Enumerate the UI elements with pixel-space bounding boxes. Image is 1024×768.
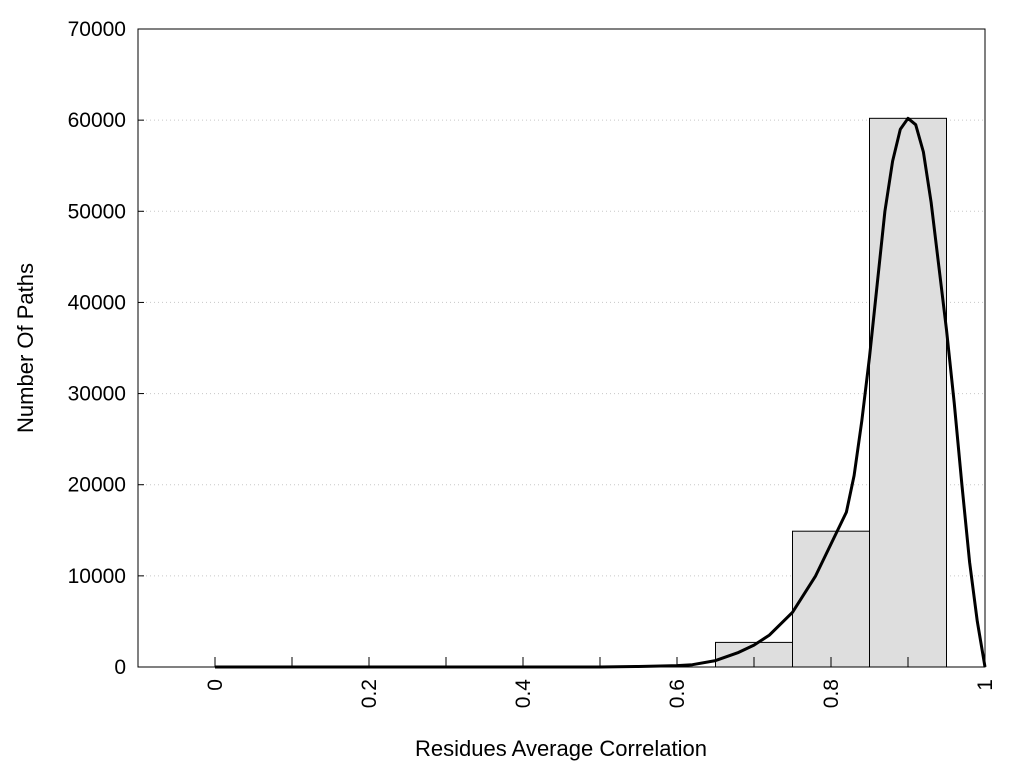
y-axis: 0 10000 20000 30000 40000 50000 60000 70000 xyxy=(68,18,144,679)
x-tick-label: 0.6 xyxy=(666,679,689,708)
fit-curve xyxy=(215,116,987,669)
y-tick-label: 10000 xyxy=(68,565,126,588)
x-tick-label: 0.4 xyxy=(512,679,535,709)
fit-curve-line xyxy=(215,116,987,669)
y-axis-label: Number Of Paths xyxy=(13,263,38,433)
y-tick-label: 40000 xyxy=(68,291,126,314)
x-axis: 0 0.2 0.4 0.6 0.8 1 xyxy=(204,657,997,708)
x-axis-label: Residues Average Correlation xyxy=(415,736,707,761)
x-tick-label: 1 xyxy=(974,679,997,691)
bar xyxy=(869,117,947,668)
y-tick-label: 0 xyxy=(114,656,126,679)
gridlines xyxy=(138,119,985,577)
x-tick-label: 0 xyxy=(204,679,227,691)
plot-frame xyxy=(137,28,986,668)
bar xyxy=(792,530,870,668)
x-tick-label: 0.2 xyxy=(358,679,381,708)
y-tick-label: 50000 xyxy=(68,200,126,223)
x-tick-label: 0.8 xyxy=(820,679,843,708)
y-tick-label: 70000 xyxy=(68,18,126,41)
bars xyxy=(214,117,947,668)
y-tick-label: 20000 xyxy=(68,474,126,497)
y-tick-label: 30000 xyxy=(68,383,126,406)
y-tick-label: 60000 xyxy=(68,109,126,132)
